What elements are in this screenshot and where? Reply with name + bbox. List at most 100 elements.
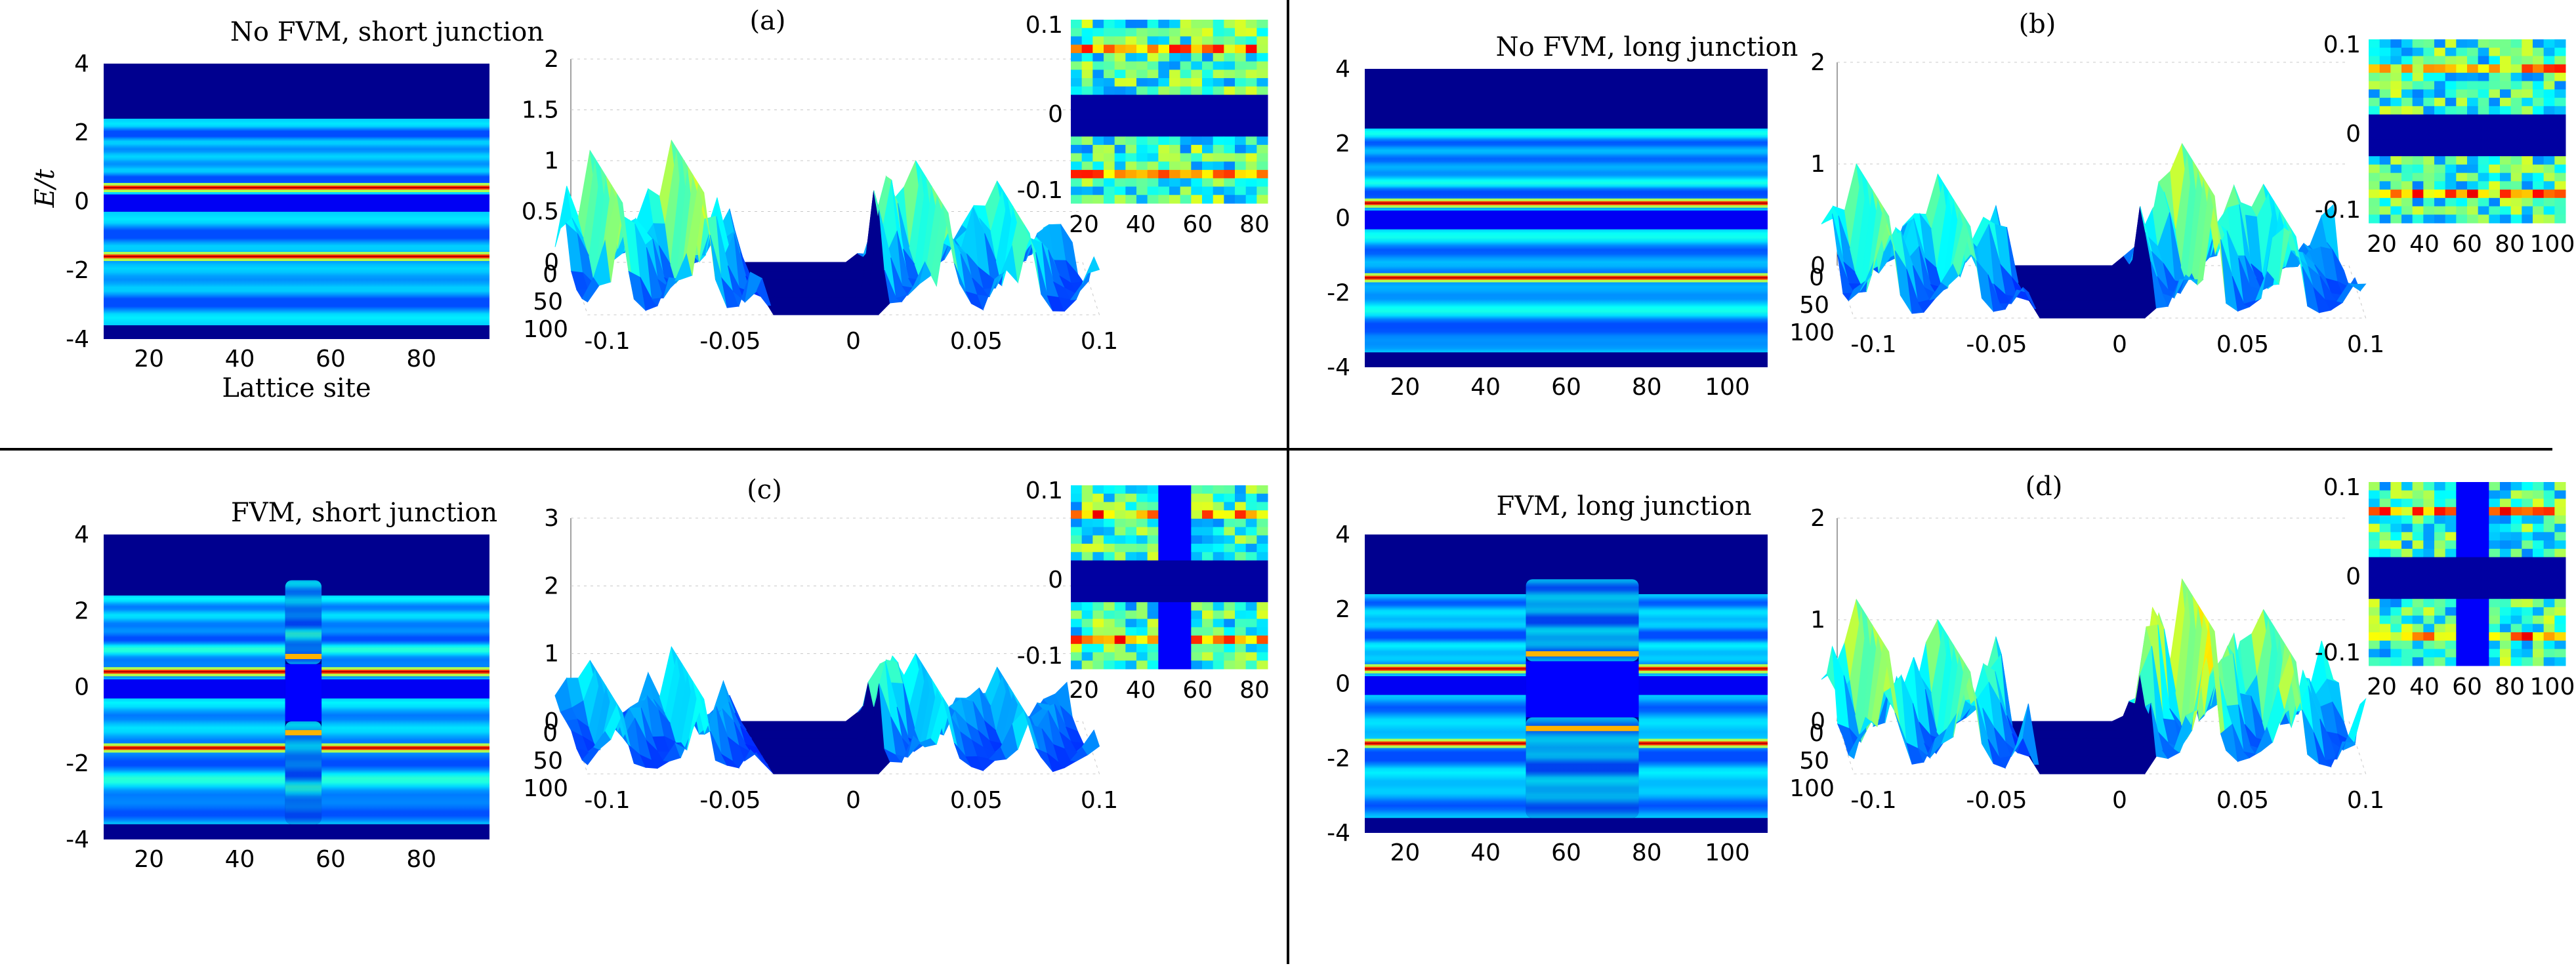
- x-tick-label: 60: [1551, 839, 1581, 866]
- inset-cell: [2522, 131, 2533, 140]
- inset-cell: [1213, 594, 1224, 603]
- inset-x-tick-label: 40: [1126, 211, 1156, 238]
- inset-cell: [1191, 195, 1203, 204]
- inset-cell: [2369, 64, 2380, 73]
- inset-cell: [2445, 565, 2457, 575]
- inset-cell: [2500, 181, 2512, 190]
- inset-cell: [2543, 607, 2555, 616]
- inset-cell: [1081, 61, 1093, 70]
- inset-cell: [2522, 114, 2533, 123]
- inset-cell: [1092, 78, 1104, 87]
- inset-cell: [2434, 114, 2446, 123]
- inset-cell: [2554, 56, 2566, 65]
- inset-cell: [1213, 86, 1224, 96]
- inset-cell: [1257, 652, 1268, 661]
- inset-cell: [2379, 197, 2391, 207]
- inset-cell: [1125, 569, 1137, 578]
- inset-cell: [2390, 190, 2402, 199]
- inset-cell: [1180, 627, 1192, 636]
- inset-cell: [2445, 574, 2457, 583]
- inset-cell: [2369, 181, 2380, 190]
- inset-cell: [1158, 28, 1170, 37]
- inset-cell: [2456, 565, 2468, 575]
- inset-cell: [1104, 594, 1115, 603]
- inset-cell: [1071, 70, 1083, 79]
- inset-cell: [2434, 523, 2446, 533]
- inset-cell: [1180, 61, 1192, 70]
- inset-cell: [2522, 64, 2533, 73]
- inset-cell: [1158, 78, 1170, 87]
- inset-cell: [2369, 106, 2380, 115]
- inset-cell: [1092, 594, 1104, 603]
- inset-cell: [1169, 45, 1181, 54]
- inset-cell: [1169, 128, 1181, 137]
- inset-cell: [1257, 635, 1268, 645]
- inset-cell: [1213, 94, 1224, 104]
- inset-cell: [1081, 527, 1093, 536]
- inset-cell: [1191, 627, 1203, 636]
- z-tick-label: 2: [544, 46, 559, 73]
- inset-cell: [1180, 552, 1192, 561]
- inset-cell: [1136, 577, 1148, 586]
- inset-cell: [1213, 627, 1224, 636]
- inset-cell: [2401, 190, 2413, 199]
- inset-cell: [1191, 52, 1203, 62]
- inset-cell: [2369, 139, 2380, 148]
- inset-cell: [2467, 582, 2479, 591]
- z-tick-label: 2: [1810, 49, 1825, 76]
- inset-cell: [1125, 610, 1137, 620]
- inset-cell: [2489, 64, 2501, 73]
- inset-cell: [1257, 585, 1268, 594]
- inset-x-tick-label: 80: [1239, 677, 1270, 704]
- inset-cell: [1114, 70, 1126, 79]
- inset-cell: [2401, 206, 2413, 215]
- inset-cell: [2412, 515, 2424, 525]
- inset-cell: [1202, 28, 1214, 37]
- surface-y-tick-label: 50: [533, 289, 563, 315]
- inset-cell: [1169, 103, 1181, 112]
- inset-cell: [2554, 139, 2566, 148]
- inset-cell: [2423, 47, 2435, 56]
- inset-cell: [2423, 206, 2435, 215]
- inset-cell: [2533, 649, 2545, 658]
- inset-cell: [2434, 640, 2446, 650]
- inset-cell: [2390, 482, 2402, 491]
- inset-cell: [1169, 161, 1181, 171]
- inset-cell: [1224, 161, 1236, 171]
- inset-cell: [2543, 532, 2555, 541]
- inset-cell: [1125, 552, 1137, 561]
- inset-cell: [2533, 507, 2545, 516]
- surface-x-tick-label: 0.1: [2347, 787, 2384, 814]
- inset-cell: [2510, 164, 2522, 174]
- inset-cell: [1224, 660, 1236, 670]
- inset-cell: [2434, 123, 2446, 132]
- inset-cell: [1202, 52, 1214, 62]
- inset-cell: [1257, 70, 1268, 79]
- inset-cell: [2401, 98, 2413, 107]
- inset-cell: [2467, 64, 2479, 73]
- inset-cell: [1191, 111, 1203, 121]
- inset-cell: [2390, 498, 2402, 508]
- inset-cell: [1104, 618, 1115, 628]
- inset-cell: [1169, 552, 1181, 561]
- inset-cell: [2434, 574, 2446, 583]
- inset-cell: [1158, 485, 1170, 494]
- inset-cell: [1158, 535, 1170, 544]
- inset-cell: [2445, 114, 2457, 123]
- inset-cell: [2456, 106, 2468, 115]
- inset-cell: [1235, 70, 1247, 79]
- inset-cell: [1092, 161, 1104, 171]
- inset-cell: [1257, 52, 1268, 62]
- inset-cell: [2369, 164, 2380, 174]
- inset-cell: [2510, 114, 2522, 123]
- inset-cell: [1235, 610, 1247, 620]
- inset-cell: [1081, 544, 1093, 553]
- inset-cell: [2500, 482, 2512, 491]
- inset-cell: [1191, 527, 1203, 536]
- inset-cell: [1071, 618, 1083, 628]
- inset-cell: [2390, 599, 2402, 608]
- spectrum-heatmap: 420-2-420 40 60 80 100: [1327, 56, 1768, 401]
- inset-cell: [1180, 610, 1192, 620]
- inset-cell: [1213, 502, 1224, 511]
- inset-cell: [1071, 170, 1083, 179]
